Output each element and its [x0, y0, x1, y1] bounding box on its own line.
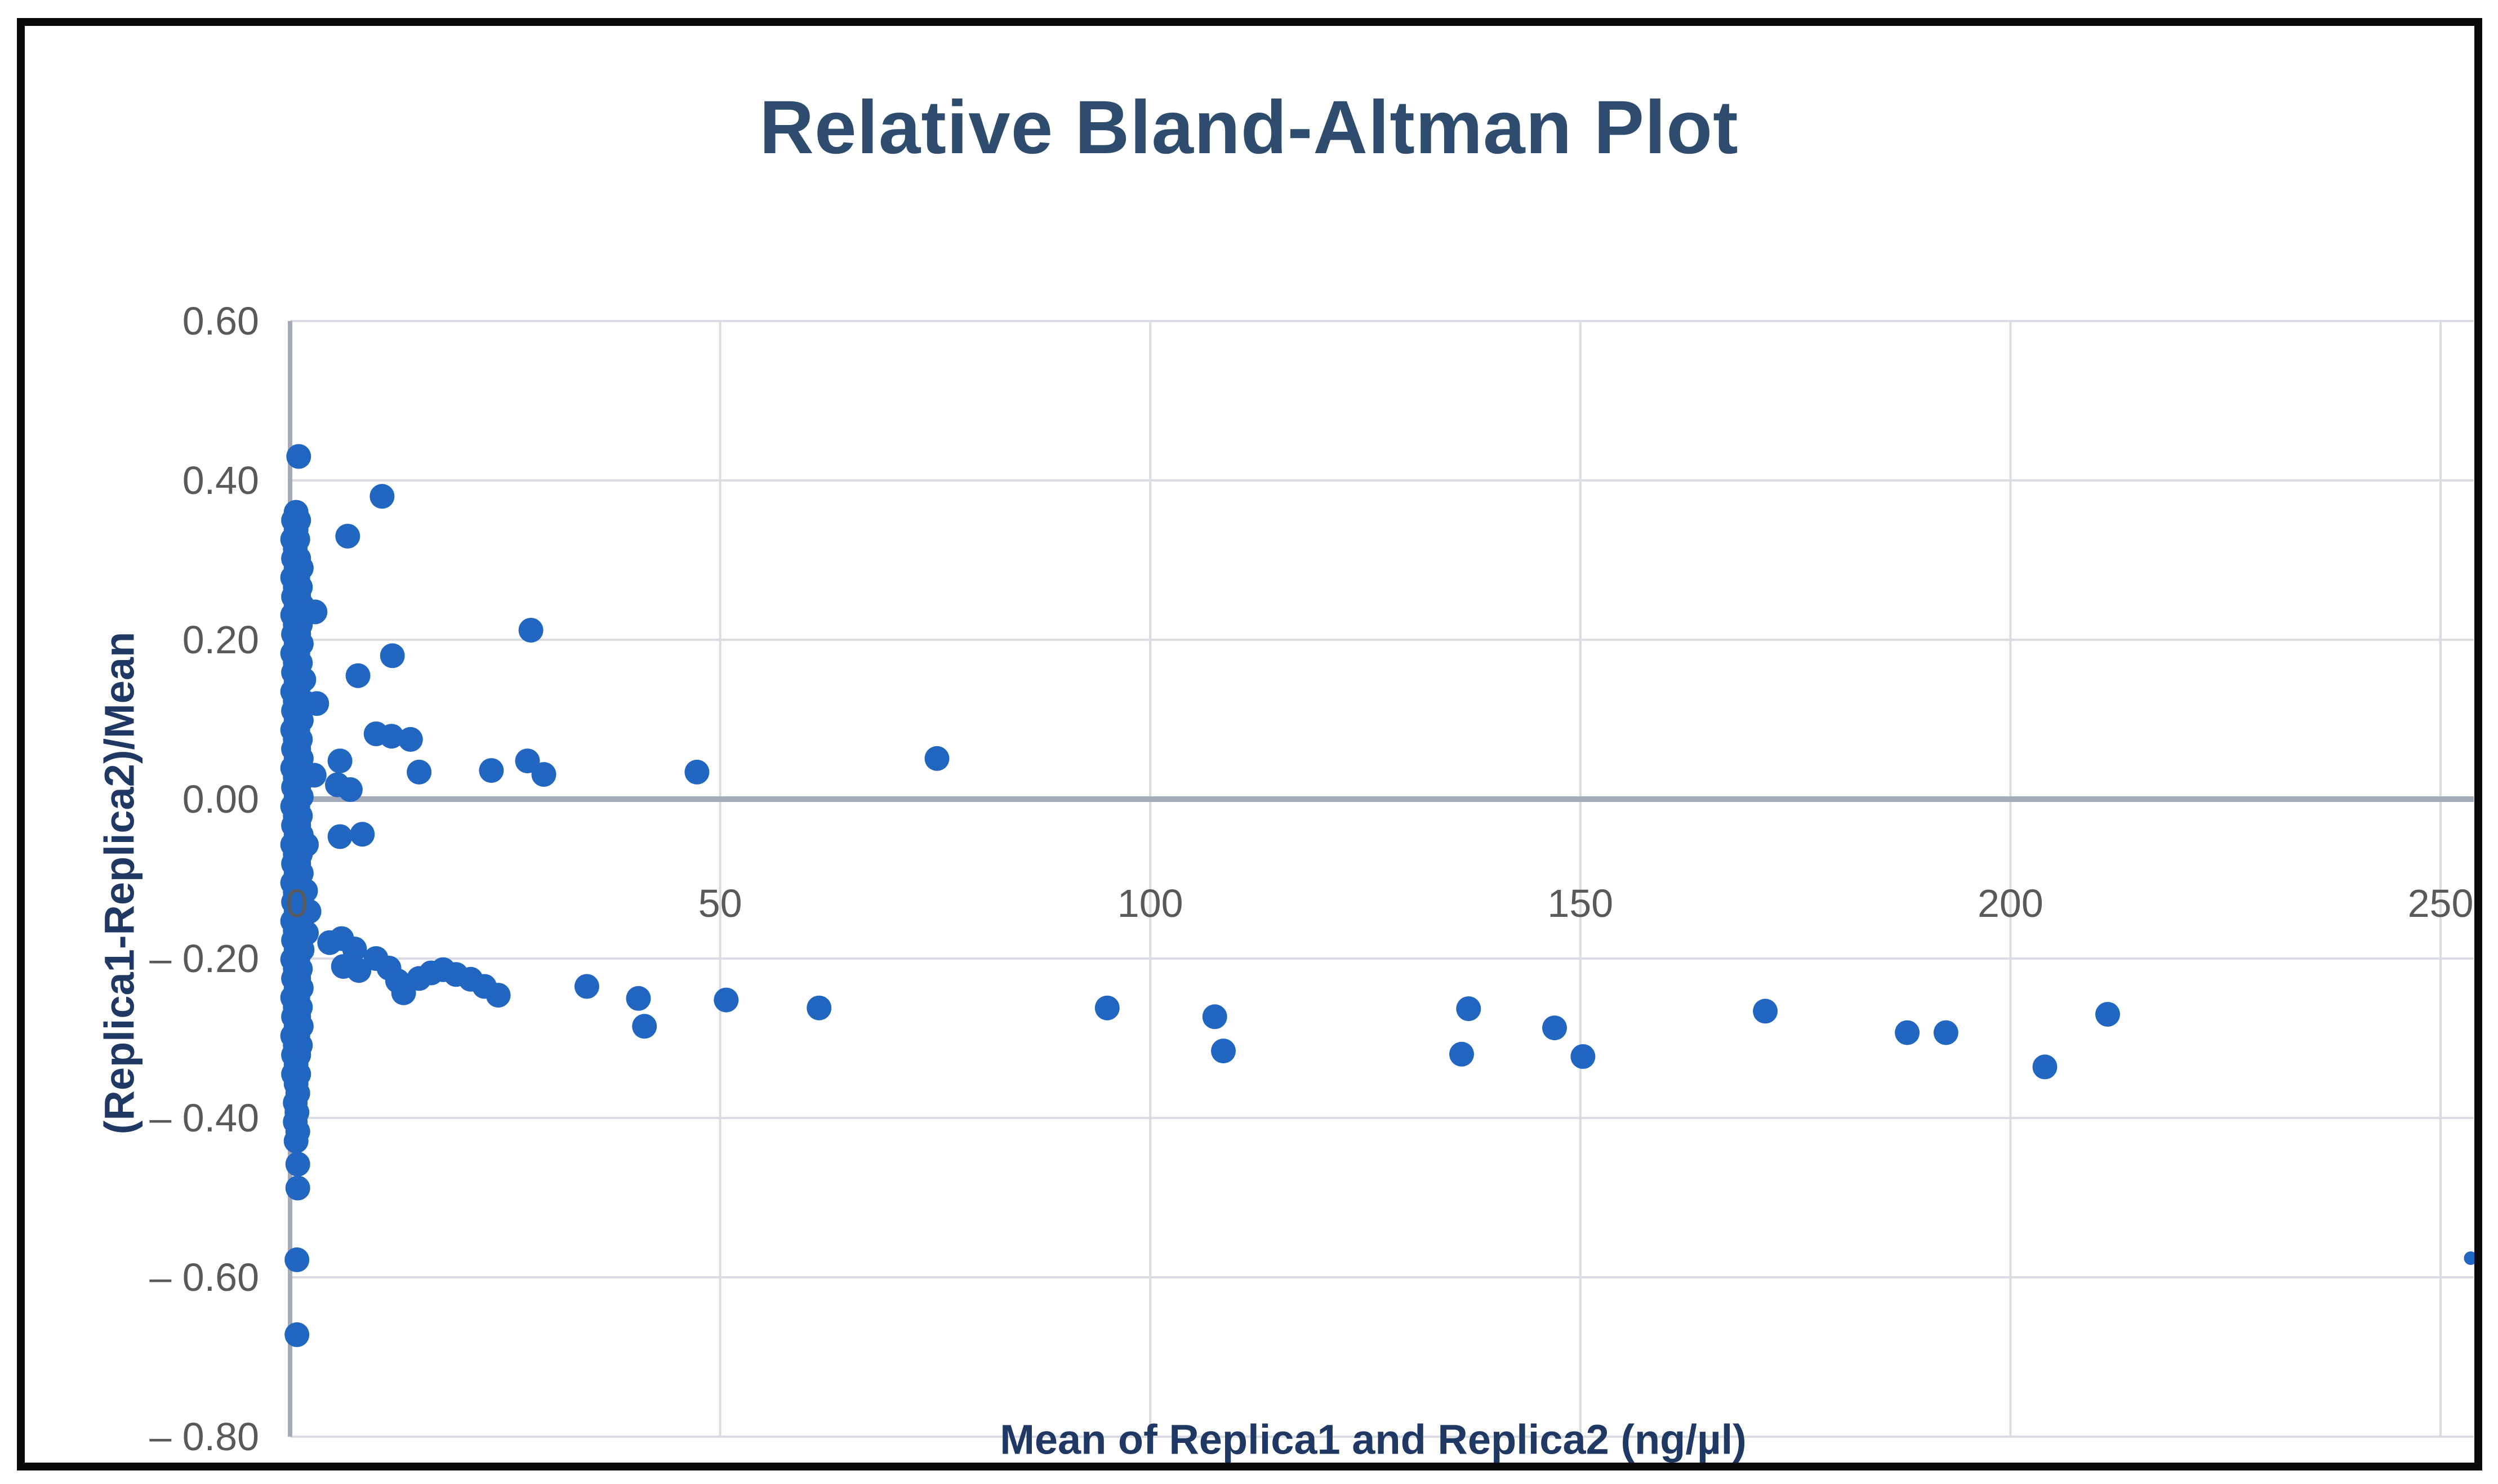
data-point: [714, 987, 739, 1013]
data-point: [2032, 1054, 2058, 1080]
stray-data-point: [2464, 1251, 2478, 1265]
chart-title: Relative Bland-Altman Plot: [759, 86, 1739, 170]
x-tick-label: 50: [698, 881, 742, 925]
data-point: [1449, 1041, 1474, 1067]
x-tick-label: 250: [2407, 881, 2474, 925]
data-point: [1542, 1015, 1567, 1041]
y-tick-label: – 0.60: [149, 1255, 259, 1299]
data-point: [807, 995, 832, 1020]
y-tick-label: – 0.40: [149, 1096, 259, 1140]
data-point: [515, 748, 540, 774]
data-point: [379, 724, 404, 749]
y-tick-label: – 0.80: [149, 1415, 259, 1459]
data-point: [398, 727, 423, 752]
data-point: [284, 1247, 310, 1272]
gridlines: [290, 320, 2474, 1438]
data-point: [327, 748, 353, 774]
data-point: [574, 974, 599, 999]
data-point: [531, 762, 556, 787]
data-point: [1202, 1004, 1227, 1030]
data-point: [283, 1129, 309, 1153]
data-point: [1895, 1020, 1920, 1045]
x-tick-label: 200: [1977, 881, 2043, 925]
scatter-points: [280, 444, 2478, 1347]
data-point: [1094, 995, 1120, 1020]
y-tick-label: 0.40: [182, 458, 259, 502]
data-point: [1456, 996, 1481, 1022]
data-point: [335, 524, 360, 549]
data-point: [369, 484, 395, 509]
y-tick-label: 0.20: [182, 618, 259, 662]
data-point: [284, 1322, 310, 1347]
data-point: [285, 1175, 310, 1201]
data-point: [337, 777, 363, 802]
data-point: [632, 1014, 657, 1039]
data-point: [626, 986, 651, 1011]
data-point: [479, 758, 504, 783]
data-point: [345, 663, 371, 688]
data-point: [350, 822, 375, 847]
axis-lines: [288, 321, 2474, 1437]
data-point: [1933, 1020, 1958, 1045]
y-axis-title: (Replica1-Replica2)/Mean: [96, 631, 143, 1135]
data-point: [1211, 1039, 1236, 1064]
data-point: [407, 759, 432, 785]
data-point: [1753, 999, 1778, 1024]
data-point: [327, 824, 353, 849]
x-axis-title: Mean of Replica1 and Replica2 (ng/µl): [1000, 1416, 1747, 1463]
data-point: [684, 759, 710, 785]
data-point: [346, 958, 372, 983]
data-point: [1570, 1044, 1596, 1069]
x-tick-label: 150: [1547, 881, 1614, 925]
data-point: [518, 618, 544, 643]
data-point: [486, 983, 511, 1008]
x-tick-label: 100: [1117, 881, 1183, 925]
data-point: [286, 444, 311, 469]
data-point: [924, 746, 950, 771]
y-tick-label: 0.00: [182, 777, 259, 821]
data-point: [380, 643, 405, 669]
data-point: [285, 1152, 310, 1177]
data-point: [2095, 1002, 2120, 1027]
x-tick-label: 0: [286, 881, 308, 925]
y-tick-label: 0.60: [182, 299, 259, 343]
y-tick-label: – 0.20: [149, 937, 259, 981]
